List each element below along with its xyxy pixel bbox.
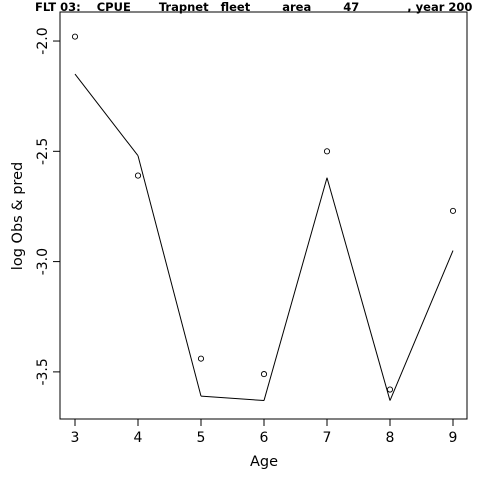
obs-point [134, 172, 142, 179]
obs-point [197, 355, 205, 362]
plot-frame [59, 11, 468, 420]
y-tick-label: -2.0 [35, 27, 51, 54]
x-tick-label: 9 [449, 430, 458, 446]
x-tick-label: 6 [260, 430, 269, 446]
obs-point [386, 386, 394, 393]
x-tick-label: 5 [197, 430, 206, 446]
obs-point [449, 207, 457, 214]
pred-line-segment [326, 177, 391, 401]
pred-line-segment [200, 395, 265, 402]
obs-point [260, 371, 268, 378]
y-tick-label: -2.5 [35, 138, 51, 165]
y-axis: -3.5 -3.0 -2.5 -2.0 [35, 27, 60, 386]
x-axis-label: Age [250, 454, 278, 470]
obs-point [323, 148, 331, 155]
x-axis: 3 4 5 6 7 8 9 [71, 419, 458, 446]
chart-title: FLT 03: CPUE Trapnet fleet area 47 , yea… [35, 0, 472, 14]
y-tick-label: -3.5 [35, 358, 51, 385]
y-axis-label: log Obs & pred [10, 162, 26, 270]
pred-line-segment [74, 73, 139, 157]
obs-point [71, 33, 79, 40]
x-tick-label: 8 [386, 430, 395, 446]
x-tick-label: 3 [71, 430, 80, 446]
pred-line-segment [389, 250, 454, 401]
x-tick-label: 7 [323, 430, 332, 446]
y-tick-label: -3.0 [35, 248, 51, 275]
series-layer [71, 33, 457, 402]
x-tick-label: 4 [134, 430, 143, 446]
pred-line-segment [263, 177, 328, 401]
pred-line-segment [137, 155, 202, 397]
